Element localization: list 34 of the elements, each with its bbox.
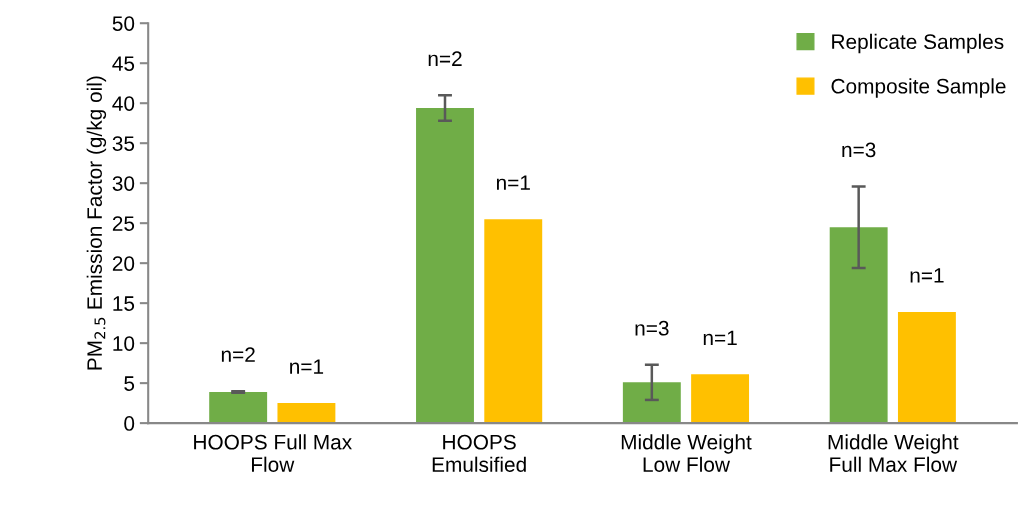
legend-label: Composite Sample (831, 78, 1006, 98)
y-tick-label: 50 (112, 16, 135, 31)
x-tick-label: Middle Weight Full Max Flow (828, 434, 959, 472)
bar (416, 108, 474, 424)
annotation: n=1 (703, 330, 737, 346)
x-tick-label: HOOPS Emulsified (432, 434, 526, 472)
y-tick-label: 20 (112, 256, 135, 271)
bar (209, 391, 268, 424)
y-axis-title: PM$_{2.5}$ Emission Factor (g/kg oil) (86, 76, 107, 370)
bar (897, 311, 956, 424)
annotation: n=1 (496, 175, 530, 190)
annotation: n=2 (428, 51, 462, 66)
annotation: n=3 (842, 142, 876, 158)
y-tick-label: 0 (124, 416, 135, 431)
annotation: n=1 (290, 359, 324, 374)
bar (484, 219, 543, 424)
y-tick-label: 15 (113, 296, 135, 311)
y-tick-label: 10 (113, 336, 135, 351)
y-tick-label: 40 (112, 96, 135, 111)
y-tick-label: 30 (112, 176, 135, 191)
x-tick-label: HOOPS Full Max Flow (194, 434, 352, 472)
x-tick-label: Middle Weight Low Flow (621, 434, 752, 472)
bar (277, 403, 336, 424)
legend-label: Replicate Samples (832, 33, 1004, 54)
y-tick-label: 5 (124, 376, 135, 391)
bar (691, 374, 750, 424)
bar (622, 382, 681, 424)
y-tick-label: 45 (112, 56, 135, 71)
y-tick-label: 25 (112, 216, 135, 231)
annotation: n=1 (910, 268, 944, 283)
annotation: n=3 (635, 320, 669, 336)
annotation: n=2 (221, 347, 255, 362)
y-tick-label: 35 (112, 136, 135, 151)
bar (829, 227, 888, 424)
